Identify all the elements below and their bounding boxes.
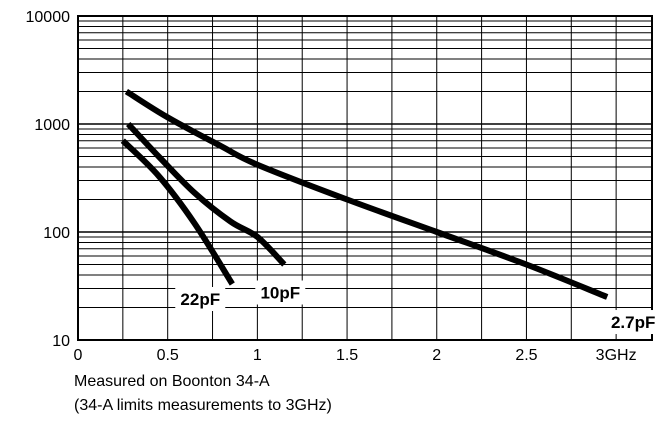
grid: [78, 16, 652, 340]
series-line-10pf: [126, 121, 287, 267]
y-tick-label: 10000: [26, 9, 71, 26]
series-layer: [120, 88, 609, 300]
plot-frame: [77, 15, 653, 341]
x-tick-label: 1.5: [336, 347, 358, 364]
series-labels: 22pF 10pF 2.7pF: [175, 280, 664, 335]
series-label: 22pF: [180, 290, 220, 309]
tick-labels: 0 0.5 1 1.5 2 2.5 3GHz 10 100 1000 10000: [26, 9, 637, 364]
series-label-box: [603, 310, 664, 335]
x-tick-label: 3GHz: [596, 347, 637, 364]
x-tick-label: 2: [432, 347, 441, 364]
x-tick-label: 0: [74, 347, 83, 364]
measurement-note: Measured on Boonton 34-A: [74, 373, 270, 390]
y-tick-label: 10: [52, 333, 70, 350]
measurement-limit-note: (34-A limits measurements to 3GHz): [74, 397, 332, 414]
series-label: 10pF: [260, 284, 300, 303]
y-tick-label: 100: [43, 225, 70, 242]
series-line-27pf: [124, 88, 609, 300]
x-tick-label: 1: [253, 347, 262, 364]
x-tick-label: 2.5: [515, 347, 537, 364]
series-label-box: [175, 287, 226, 312]
y-tick-label: 1000: [34, 117, 70, 134]
series-line-22pf: [120, 138, 235, 286]
series-label: 2.7pF: [611, 313, 655, 332]
x-tick-label: 0.5: [157, 347, 179, 364]
series-label-box: [255, 280, 306, 305]
